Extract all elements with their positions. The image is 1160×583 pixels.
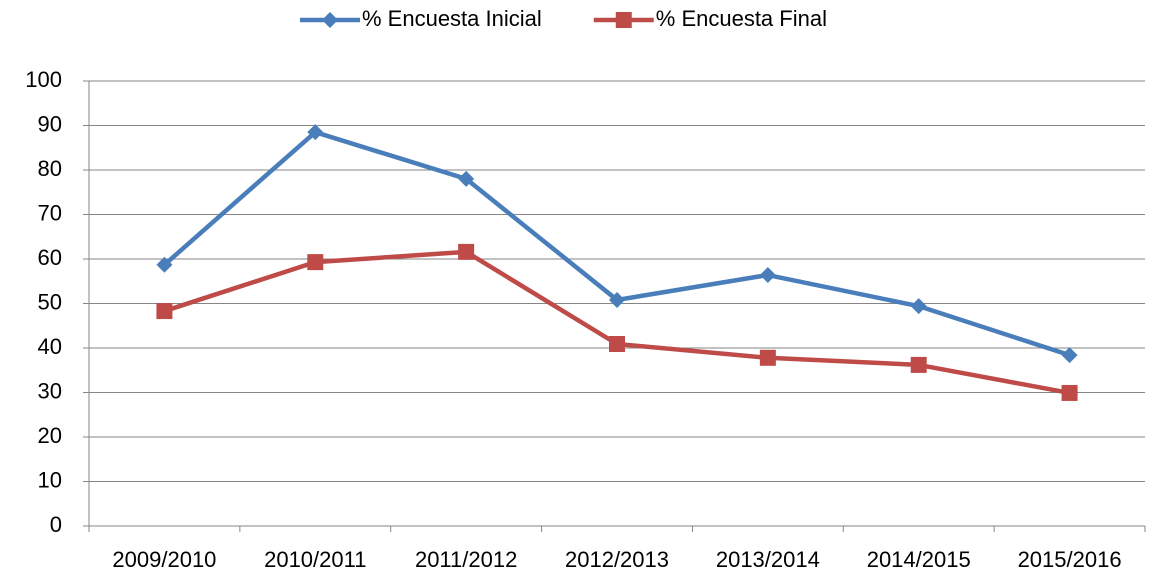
y-tick-label: 20 [38,423,62,448]
y-tick-label: 70 [38,200,62,225]
data-point [156,256,173,273]
legend-label: % Encuesta Final [656,6,827,31]
y-tick-label: 60 [38,245,62,270]
series-line [163,249,1070,396]
data-point [910,356,927,373]
data-point [1061,384,1078,401]
x-tick-label: 2009/2010 [112,547,216,572]
series-line [162,129,1071,358]
y-tick-label: 100 [25,67,62,92]
x-tick-label: 2013/2014 [716,547,820,572]
data-point [1061,347,1078,364]
legend-marker [322,12,338,28]
y-tick-label: 50 [38,289,62,314]
data-point [609,291,625,308]
y-tick-label: 30 [38,378,62,403]
data-point [759,267,776,284]
legend-marker [615,12,632,28]
x-tick-label: 2010/2011 [264,547,366,572]
y-tick-label: 80 [38,156,62,181]
data-point [910,298,927,315]
y-tick-label: 0 [50,512,62,537]
y-tick-label: 40 [38,334,62,359]
y-tick-label: 10 [38,467,62,492]
x-tick-label: 2012/2013 [565,547,669,572]
data-point [609,335,625,352]
data-point [759,349,776,366]
y-tick-label: 90 [38,111,62,136]
x-tick-label: 2014/2015 [867,547,971,572]
data-point [458,243,475,260]
data-point [458,170,475,187]
x-tick-label: 2015/2016 [1018,547,1122,572]
x-tick-label: 2011/2012 [415,547,517,572]
legend-label: % Encuesta Inicial [362,6,542,31]
data-point [307,124,324,141]
data-point [307,254,324,271]
data-point [156,303,173,320]
